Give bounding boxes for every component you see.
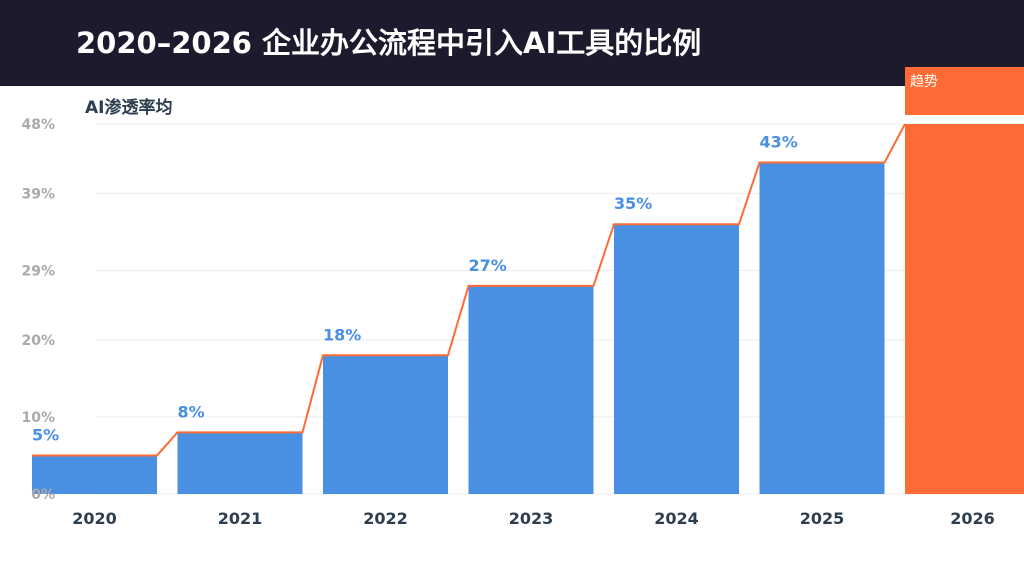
x-tick-label: 2020 xyxy=(72,509,117,528)
y-tick-label: 0% xyxy=(31,487,55,503)
data-label: 35% xyxy=(614,194,652,213)
bar xyxy=(323,355,448,494)
highlight-tag-label: 趋势 xyxy=(910,74,938,90)
header-bar: 2020–2026 企业办公流程中引入AI工具的比例 xyxy=(0,0,1024,86)
x-tick-label: 2022 xyxy=(363,509,408,528)
data-label: 8% xyxy=(178,402,205,421)
bar xyxy=(177,432,303,494)
x-tick-label: 2025 xyxy=(800,509,845,528)
data-label: 43% xyxy=(760,133,798,152)
bar xyxy=(759,162,885,494)
x-tick-label: 2024 xyxy=(654,509,699,528)
bar xyxy=(32,455,157,494)
y-tick-label: 39% xyxy=(21,186,55,202)
data-label: 27% xyxy=(469,256,507,275)
data-label: 18% xyxy=(323,325,361,344)
y-axis-label: AI渗透率均 xyxy=(85,97,172,118)
y-tick-label: 48% xyxy=(21,117,55,133)
y-tick-label: 10% xyxy=(21,410,55,426)
bars xyxy=(32,67,1024,495)
y-tick-label: 20% xyxy=(21,333,55,349)
x-tick-label: 2021 xyxy=(218,509,263,528)
highlight-tag xyxy=(905,67,1024,115)
y-tick-label: 29% xyxy=(21,263,55,279)
labels: 0% 10% 20% 29% 39% 48% 2020 5% 2021 8% 2022 18% 2023… xyxy=(21,74,994,528)
bar xyxy=(468,285,594,494)
x-tick-label: 2023 xyxy=(509,509,554,528)
trend-line-path xyxy=(32,123,906,457)
bar xyxy=(614,224,739,495)
trend-line xyxy=(32,123,906,457)
data-label: 5% xyxy=(32,425,59,444)
x-tick-label: 2026 xyxy=(950,509,995,528)
page-title: 2020–2026 企业办公流程中引入AI工具的比例 xyxy=(76,26,702,60)
bar-highlight xyxy=(905,124,1024,494)
